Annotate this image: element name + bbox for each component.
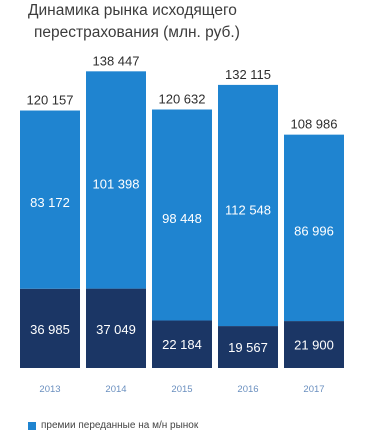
bar-segment-top-2015	[152, 109, 212, 321]
legend: премии переданные на м/н рынок	[28, 420, 198, 431]
chart-title: Динамика рынка исходящего перестраховани…	[28, 0, 348, 44]
segment-label-top-2013: 83 172	[30, 195, 70, 210]
bar-total-label-2013: 120 157	[27, 93, 74, 108]
bar-segment-bottom-2016	[218, 326, 278, 368]
bar-segment-bottom-2014	[86, 288, 146, 368]
bar-segment-top-2016	[218, 84, 278, 327]
bar-total-label-2015: 120 632	[159, 92, 206, 107]
segment-label-top-2017: 86 996	[294, 224, 334, 239]
segment-label-bottom-2017: 21 900	[294, 337, 334, 352]
segment-label-top-2014: 101 398	[93, 176, 140, 191]
bar-segment-top-2017	[284, 134, 344, 322]
legend-swatch	[28, 421, 36, 430]
stacked-bar-chart: 120 157 83 172 36 985 2013 138 447 101 398 37 …	[20, 53, 344, 395]
bar-segment-bottom-2017	[284, 321, 344, 368]
bar-segment-bottom-2015	[152, 320, 212, 368]
bar-segment-top-2014	[86, 71, 146, 289]
x-tick-2015: 2015	[171, 384, 192, 395]
bar-total-label-2017: 108 986	[291, 117, 338, 132]
x-tick-2017: 2017	[303, 384, 324, 395]
legend-label: премии переданные на м/н рынок	[41, 420, 199, 431]
bar-total-label-2014: 138 447	[93, 53, 140, 68]
segment-label-bottom-2016: 19 567	[228, 340, 268, 355]
x-tick-2016: 2016	[237, 384, 258, 395]
chart-title-line-2: перестрахования (млн. руб.)	[34, 24, 240, 41]
x-tick-2013: 2013	[39, 384, 60, 395]
segment-label-top-2015: 98 448	[162, 211, 202, 226]
bar-segment-top-2013	[20, 110, 80, 289]
chart-title-line-1: Динамика рынка исходящего	[28, 2, 237, 19]
bar-total-label-2016: 132 115	[225, 67, 271, 82]
segment-label-bottom-2014: 37 049	[96, 322, 136, 337]
bar-segment-bottom-2013	[20, 288, 80, 368]
segment-label-bottom-2015: 22 184	[162, 337, 202, 352]
x-tick-2014: 2014	[105, 384, 126, 395]
segment-label-top-2016: 112 548	[225, 202, 271, 217]
segment-label-bottom-2013: 36 985	[30, 322, 70, 337]
